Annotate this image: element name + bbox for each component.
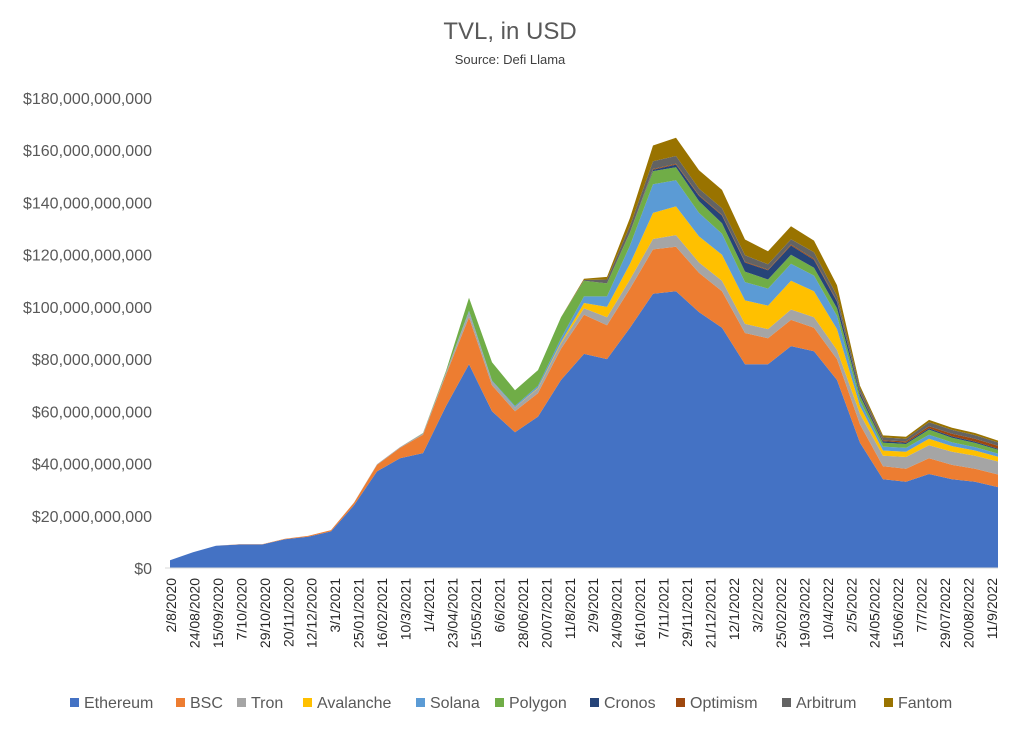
legend-label-arbitrum: Arbitrum <box>796 695 856 712</box>
area-layers <box>170 137 998 568</box>
x-tick-label: 12/1/2022 <box>726 578 742 640</box>
y-tick-label: $120,000,000,000 <box>23 248 152 265</box>
x-tick-label: 29/10/2020 <box>257 578 273 648</box>
x-tick-label: 3/2/2022 <box>749 578 765 633</box>
legend-swatch-solana <box>416 698 425 707</box>
legend-swatch-optimism <box>676 698 685 707</box>
x-tick-label: 15/06/2022 <box>890 578 906 648</box>
area-series-bsc <box>170 246 998 561</box>
y-tick-label: $20,000,000,000 <box>32 509 152 526</box>
legend-label-polygon: Polygon <box>509 695 567 712</box>
legend-label-optimism: Optimism <box>690 695 758 712</box>
x-tick-label: 7/10/2020 <box>233 578 249 640</box>
x-tick-label: 23/04/2021 <box>444 578 460 648</box>
x-tick-label: 29/11/2021 <box>679 578 695 647</box>
legend-label-avalanche: Avalanche <box>317 695 392 712</box>
x-tick-label: 24/08/2020 <box>186 578 202 648</box>
x-tick-label: 20/08/2022 <box>961 578 977 648</box>
x-tick-label: 6/6/2021 <box>491 578 507 633</box>
x-tick-label: 11/9/2022 <box>984 578 1000 639</box>
x-tick-label: 16/10/2021 <box>632 578 648 648</box>
x-tick-label: 24/09/2021 <box>609 578 625 648</box>
legend-label-fantom: Fantom <box>898 695 952 712</box>
x-tick-label: 25/01/2021 <box>351 578 367 648</box>
legend-swatch-polygon <box>495 698 504 707</box>
x-tick-label: 10/4/2022 <box>820 578 836 640</box>
x-tick-label: 3/1/2021 <box>327 578 343 633</box>
legend-swatch-avalanche <box>303 698 312 707</box>
legend-swatch-bsc <box>176 698 185 707</box>
x-tick-label: 24/05/2022 <box>867 578 883 648</box>
legend-swatch-tron <box>237 698 246 707</box>
legend-label-ethereum: Ethereum <box>84 695 153 712</box>
x-tick-label: 11/8/2021 <box>562 578 578 639</box>
area-series-avalanche <box>170 206 998 561</box>
x-tick-label: 2/9/2021 <box>585 578 601 633</box>
x-tick-label: 20/07/2021 <box>538 578 554 648</box>
x-tick-label: 7/11/2021 <box>656 578 672 639</box>
legend-label-solana: Solana <box>430 695 480 712</box>
x-tick-label: 28/06/2021 <box>515 578 531 648</box>
chart-subtitle: Source: Defi Llama <box>454 52 566 67</box>
y-tick-label: $140,000,000,000 <box>23 195 152 212</box>
x-tick-label: 16/02/2021 <box>374 578 390 648</box>
legend-label-tron: Tron <box>251 695 283 712</box>
y-tick-label: $0 <box>134 561 152 578</box>
y-axis-tick-labels: $0 $20,000,000,000 $40,000,000,000 $60,000,… <box>23 91 152 578</box>
legend-swatch-fantom <box>884 698 893 707</box>
x-tick-label: 21/12/2021 <box>703 578 719 648</box>
area-series-tron <box>170 235 998 561</box>
x-axis-tick-labels: 2/8/2020 24/08/2020 15/09/2020 7/10/2020 29/… <box>163 578 1000 648</box>
legend: Ethereum BSC Tron Avalanche Solana Polygon Cro… <box>70 695 952 712</box>
x-tick-label: 25/02/2022 <box>773 578 789 648</box>
legend-swatch-cronos <box>590 698 599 707</box>
y-tick-label: $40,000,000,000 <box>32 457 152 474</box>
x-tick-label: 12/12/2020 <box>304 578 320 648</box>
chart-title: TVL, in USD <box>443 18 577 45</box>
area-series-ethereum <box>170 291 998 568</box>
x-tick-label: 7/7/2022 <box>914 578 930 633</box>
x-tick-label: 15/09/2020 <box>210 578 226 648</box>
legend-swatch-ethereum <box>70 698 79 707</box>
x-tick-label: 2/8/2020 <box>163 578 179 633</box>
y-tick-label: $160,000,000,000 <box>23 143 152 160</box>
legend-swatch-arbitrum <box>782 698 791 707</box>
legend-label-bsc: BSC <box>190 695 223 712</box>
x-tick-label: 10/3/2021 <box>398 578 414 640</box>
x-tick-label: 19/03/2022 <box>796 578 812 648</box>
x-tick-label: 15/05/2021 <box>468 578 484 648</box>
area-series-solana <box>170 180 998 561</box>
legend-label-cronos: Cronos <box>604 695 656 712</box>
y-tick-label: $180,000,000,000 <box>23 91 152 108</box>
y-tick-label: $80,000,000,000 <box>32 352 152 369</box>
x-tick-label: 2/5/2022 <box>843 578 859 633</box>
y-tick-label: $100,000,000,000 <box>23 300 152 317</box>
x-tick-label: 29/07/2022 <box>937 578 953 648</box>
x-tick-label: 20/11/2020 <box>280 578 296 647</box>
x-tick-label: 1/4/2021 <box>421 578 437 633</box>
y-tick-label: $60,000,000,000 <box>32 404 152 421</box>
